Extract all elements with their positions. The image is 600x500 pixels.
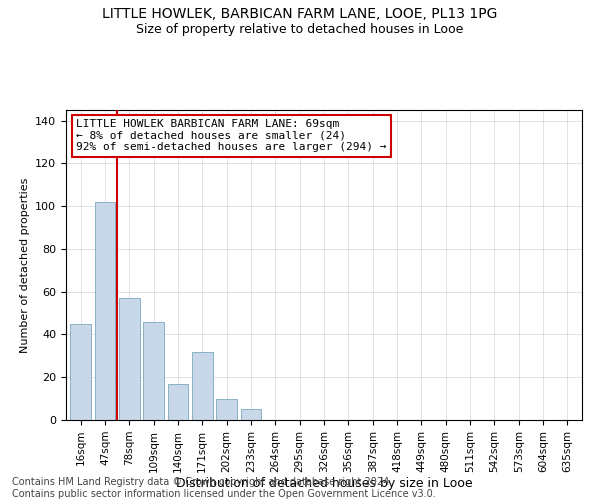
Bar bbox=[70, 324, 91, 420]
Bar bbox=[241, 410, 262, 420]
X-axis label: Distribution of detached houses by size in Looe: Distribution of detached houses by size … bbox=[176, 478, 472, 490]
Text: LITTLE HOWLEK, BARBICAN FARM LANE, LOOE, PL13 1PG: LITTLE HOWLEK, BARBICAN FARM LANE, LOOE,… bbox=[103, 8, 497, 22]
Bar bbox=[95, 202, 115, 420]
Text: LITTLE HOWLEK BARBICAN FARM LANE: 69sqm
← 8% of detached houses are smaller (24): LITTLE HOWLEK BARBICAN FARM LANE: 69sqm … bbox=[76, 120, 387, 152]
Text: Contains HM Land Registry data © Crown copyright and database right 2024.
Contai: Contains HM Land Registry data © Crown c… bbox=[12, 478, 436, 499]
Bar bbox=[192, 352, 212, 420]
Text: Size of property relative to detached houses in Looe: Size of property relative to detached ho… bbox=[136, 22, 464, 36]
Bar bbox=[167, 384, 188, 420]
Y-axis label: Number of detached properties: Number of detached properties bbox=[20, 178, 29, 352]
Bar bbox=[119, 298, 140, 420]
Bar bbox=[216, 398, 237, 420]
Bar bbox=[143, 322, 164, 420]
